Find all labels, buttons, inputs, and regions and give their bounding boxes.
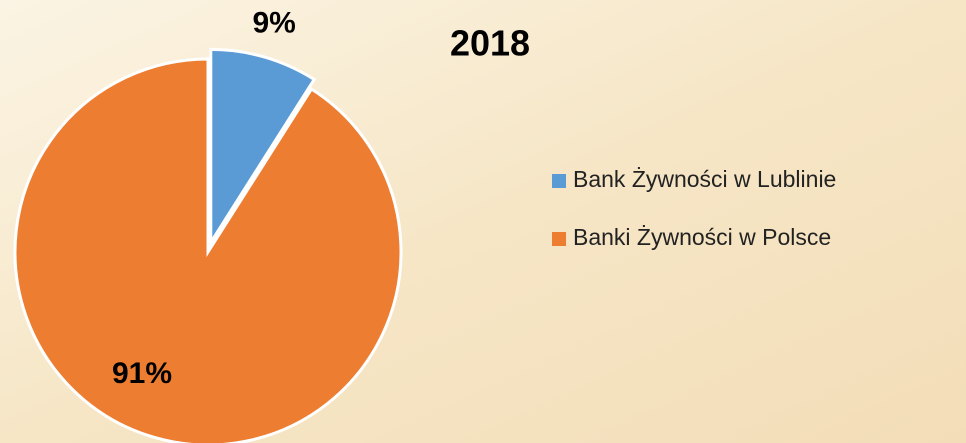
legend-swatch	[552, 232, 566, 246]
chart-title: 2018	[450, 23, 530, 64]
legend-label: Banki Żywności w Polsce	[573, 224, 831, 250]
pie-slice	[13, 57, 403, 443]
legend-swatch	[552, 174, 566, 188]
data-label: 91%	[112, 357, 172, 390]
data-label: 9%	[252, 6, 295, 39]
legend-label: Bank Żywności w Lublinie	[573, 166, 836, 192]
pie-slice	[209, 47, 317, 248]
